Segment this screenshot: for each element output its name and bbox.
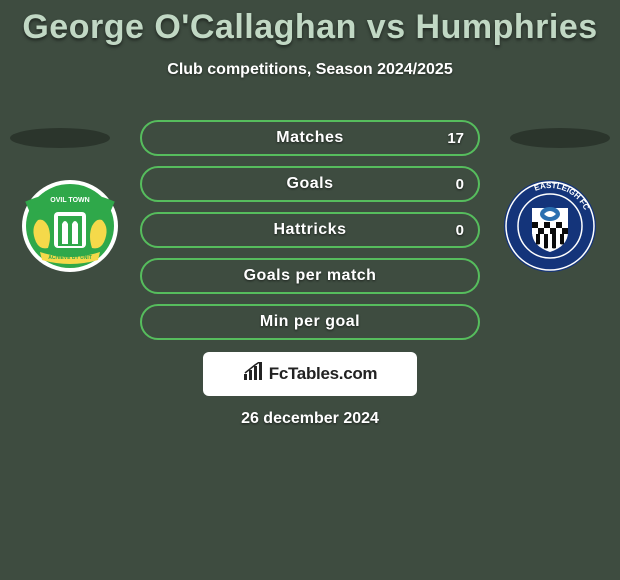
stat-row-min-per-goal: Min per goal: [140, 304, 480, 340]
stat-row-hattricks: Hattricks 0: [140, 212, 480, 248]
stat-value-right: 17: [447, 130, 464, 147]
club-crest-left: OVIL TOWN ACHIEVE BY UNIT: [20, 178, 120, 279]
brand-badge: FcTables.com: [203, 352, 417, 396]
stat-label: Min per goal: [260, 313, 360, 331]
crest-left-text: OVIL TOWN: [50, 197, 89, 204]
stats-table: Matches 17 Goals 0 Hattricks 0 Goals per…: [140, 120, 480, 350]
chart-icon: [243, 362, 265, 387]
stat-label: Matches: [276, 129, 344, 147]
stat-value-right: 0: [456, 222, 464, 239]
stat-value-right: 0: [456, 176, 464, 193]
stat-label: Goals per match: [244, 267, 377, 285]
player-shadow-right: [510, 128, 610, 148]
date-text: 26 december 2024: [0, 410, 620, 428]
stat-label: Hattricks: [274, 221, 347, 239]
page-title: George O'Callaghan vs Humphries: [0, 0, 620, 47]
stat-row-goals-per-match: Goals per match: [140, 258, 480, 294]
page-subtitle: Club competitions, Season 2024/2025: [0, 61, 620, 79]
player-shadow-left: [10, 128, 110, 148]
club-crest-right: EASTLEIGH FC: [500, 178, 600, 279]
stat-label: Goals: [287, 175, 334, 193]
stat-row-goals: Goals 0: [140, 166, 480, 202]
brand-text: FcTables.com: [269, 364, 378, 384]
svg-text:ACHIEVE BY UNIT: ACHIEVE BY UNIT: [48, 255, 92, 261]
stat-row-matches: Matches 17: [140, 120, 480, 156]
